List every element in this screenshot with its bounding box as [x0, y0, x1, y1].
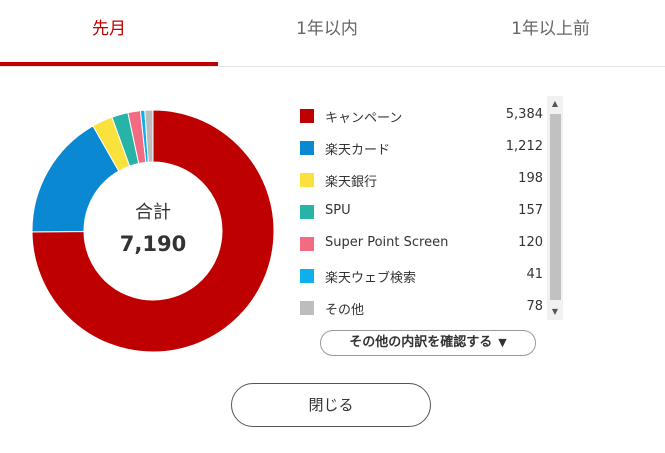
close-button[interactable]: 閉じる	[231, 383, 431, 427]
legend-name: Super Point Screen	[325, 235, 449, 250]
legend-list: キャンペーン 5,384 楽天カード 1,212 楽天銀行 198 SPU 15…	[288, 96, 564, 322]
tab-label: 先月	[92, 19, 126, 39]
close-button-label: 閉じる	[308, 396, 354, 414]
tab-over-one-year-ago[interactable]: 1年以上前	[436, 0, 665, 64]
legend-scrollbar[interactable]: ▲ ▼	[547, 96, 563, 320]
scrollbar-thumb[interactable]	[550, 114, 561, 300]
scroll-down-arrow-icon[interactable]: ▼	[551, 307, 559, 316]
legend-value: 157	[518, 203, 543, 218]
tab-last-month[interactable]: 先月	[0, 0, 218, 66]
donut-slice-6	[144, 110, 154, 163]
legend-name: その他	[325, 303, 365, 318]
points-donut-chart	[32, 110, 274, 352]
legend-swatch	[300, 237, 314, 251]
scroll-up-arrow-icon[interactable]: ▲	[551, 99, 559, 108]
view-other-breakdown-button[interactable]: その他の内訳を確認する ▼	[320, 330, 536, 356]
legend-value: 120	[518, 235, 543, 250]
legend-name: キャンペーン	[325, 111, 403, 126]
tab-label: 1年以上前	[511, 19, 590, 39]
legend-item-rakuten-bank: 楽天銀行 198	[300, 168, 543, 192]
legend-swatch	[300, 141, 314, 155]
legend-item-spu: SPU 157	[300, 200, 543, 224]
legend-item-other: その他 78	[300, 296, 543, 320]
total-value: 7,190	[119, 232, 187, 256]
legend-name: 楽天ウェブ検索	[325, 271, 417, 286]
legend-item-campaign: キャンペーン 5,384	[300, 104, 543, 128]
legend-item-rakuten-card: 楽天カード 1,212	[300, 136, 543, 160]
legend-swatch	[300, 301, 314, 315]
total-label: 合計	[135, 202, 171, 223]
legend-value: 78	[526, 299, 543, 314]
period-tabs: 先月 1年以内 1年以上前	[0, 0, 665, 67]
legend-value: 198	[518, 171, 543, 186]
details-button-label: その他の内訳を確認する	[349, 335, 493, 350]
legend-swatch	[300, 173, 314, 187]
legend-value: 1,212	[505, 139, 543, 154]
legend-name: 楽天カード	[325, 143, 391, 158]
legend-swatch	[300, 205, 314, 219]
donut-slice-0	[32, 110, 274, 352]
legend-item-super-point-screen: Super Point Screen 120	[300, 232, 543, 256]
legend-value: 41	[526, 267, 543, 282]
legend-name: SPU	[325, 203, 351, 218]
tab-within-one-year[interactable]: 1年以内	[218, 0, 436, 64]
triangle-down-icon: ▼	[498, 336, 507, 349]
legend-value: 5,384	[505, 107, 543, 122]
tab-label: 1年以内	[296, 19, 358, 39]
legend-swatch	[300, 109, 314, 123]
active-tab-indicator	[0, 62, 218, 66]
legend-item-rakuten-web-search: 楽天ウェブ検索 41	[300, 264, 543, 288]
legend-swatch	[300, 269, 314, 283]
legend-name: 楽天銀行	[325, 175, 378, 190]
